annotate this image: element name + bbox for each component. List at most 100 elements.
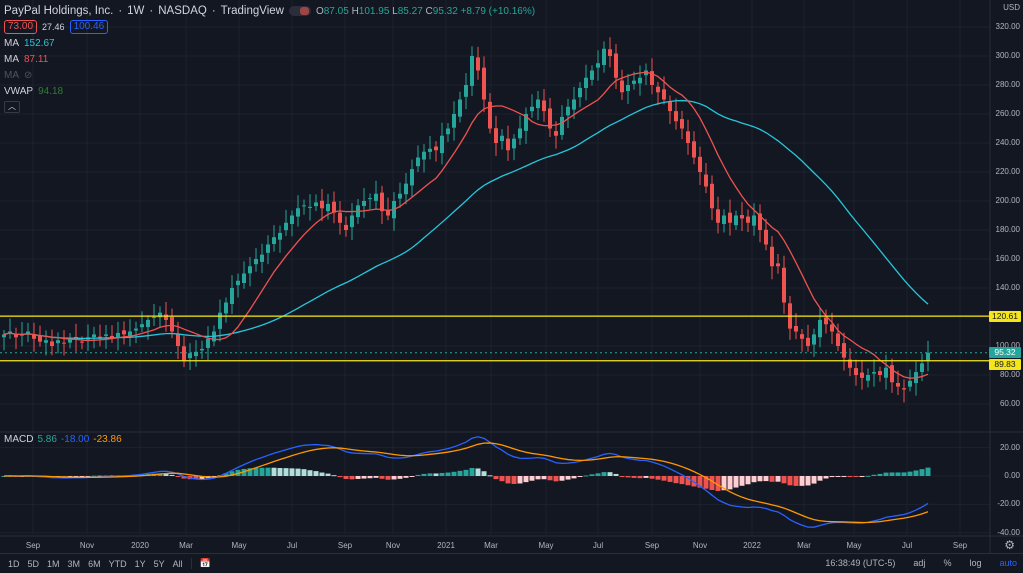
macd-histogram-bar <box>1 476 7 477</box>
candle-body <box>116 332 120 339</box>
candle-body <box>26 331 30 334</box>
range-6m[interactable]: 6M <box>88 558 101 569</box>
candle-body <box>878 371 882 375</box>
range-5y[interactable]: 5Y <box>153 558 165 569</box>
candle-body <box>572 99 576 110</box>
range-ytd[interactable]: YTD <box>108 558 127 569</box>
macd-histogram-bar <box>403 476 409 478</box>
macd-label[interactable]: MACD <box>4 434 34 445</box>
candle-body <box>752 215 756 226</box>
percent-toggle[interactable]: % <box>943 558 952 568</box>
price-tick: 280.00 <box>995 80 1020 89</box>
range-1m[interactable]: 1M <box>47 558 60 569</box>
price-tick: 300.00 <box>995 51 1020 60</box>
candle-body <box>266 244 270 253</box>
candle-body <box>734 215 738 226</box>
candle-body <box>344 224 348 230</box>
candle-body <box>140 324 144 328</box>
ma-value: 87.11 <box>24 53 49 65</box>
candle-body <box>824 317 828 325</box>
macd-histogram-bar <box>499 476 505 482</box>
macd-histogram-bar <box>835 476 841 477</box>
macd-histogram-bar <box>313 471 319 476</box>
candle-body <box>554 131 558 136</box>
macd-histogram-bar <box>277 468 283 476</box>
range-1d[interactable]: 1D <box>8 558 20 569</box>
candle-body <box>476 57 480 71</box>
candle-body <box>854 368 858 375</box>
log-toggle[interactable]: log <box>969 558 982 568</box>
candle-body <box>368 198 372 200</box>
macd-histogram-bar <box>463 469 469 476</box>
candle-body <box>758 213 762 230</box>
auto-toggle[interactable]: auto <box>999 558 1017 568</box>
candle-body <box>842 343 846 358</box>
bottom-toolbar: 1D 5D 1M 3M 6M YTD 1Y 5Y All 📅 16:38:49 … <box>0 553 1023 573</box>
time-tick: Sep <box>644 541 660 550</box>
candle-body <box>332 201 336 213</box>
price-tick: 200.00 <box>995 196 1020 205</box>
macd-histogram-bar <box>199 476 205 480</box>
candle-body <box>560 116 564 135</box>
candle-body <box>848 359 852 368</box>
adj-toggle[interactable]: adj <box>913 558 926 568</box>
spread: 27.46 <box>42 22 65 32</box>
sell-button[interactable]: 73.00 <box>4 20 38 34</box>
time-tick: May <box>538 541 554 550</box>
macd-histogram-bar <box>553 476 559 482</box>
buy-button[interactable]: 100.46 <box>69 20 109 34</box>
interval[interactable]: 1W <box>127 5 145 17</box>
trading-toggle[interactable] <box>288 6 311 16</box>
candle-body <box>890 365 894 383</box>
candle-body <box>404 183 408 195</box>
ma-label[interactable]: MA <box>4 37 19 49</box>
range-3m[interactable]: 3M <box>67 558 81 569</box>
range-1y[interactable]: 1Y <box>134 558 146 569</box>
macd-histogram-bar <box>229 471 235 476</box>
macd-legend: MACD 5.86 -18.00 -23.86 <box>4 434 122 445</box>
macd-tick: -20.00 <box>997 499 1020 509</box>
currency-label[interactable]: USD <box>1003 3 1020 12</box>
candle-body <box>674 111 678 122</box>
settings-gear-icon[interactable]: ⚙ <box>1004 538 1015 552</box>
candle-body <box>92 334 96 338</box>
hidden-eye-icon[interactable]: ⊘ <box>24 69 33 81</box>
candle-body <box>680 119 684 129</box>
macd-histogram-bar <box>775 476 781 482</box>
macd-histogram-bar <box>421 473 427 476</box>
clock[interactable]: 16:38:49 (UTC-5) <box>825 558 896 568</box>
macd-histogram-bar <box>211 476 217 477</box>
time-tick: 2021 <box>437 541 455 550</box>
candle-body <box>14 334 18 338</box>
macd-histogram-bar <box>343 476 349 479</box>
macd-histogram-bar <box>493 476 499 480</box>
macd-histogram-bar <box>439 472 445 476</box>
ma-label[interactable]: MA <box>4 53 19 65</box>
collapse-legend-button[interactable]: ︿ <box>4 101 20 113</box>
macd-histogram-bar <box>223 473 229 476</box>
macd-tick: 0.00 <box>1004 471 1020 480</box>
macd-histogram-bar <box>607 472 613 476</box>
macd-histogram-bar <box>379 476 385 479</box>
time-tick: May <box>231 541 247 550</box>
calendar-icon[interactable]: 📅 <box>190 558 211 569</box>
candle-body <box>920 363 924 372</box>
candle-body <box>464 85 468 97</box>
candle-body <box>728 212 732 223</box>
macd-histogram-bar <box>751 476 757 483</box>
macd-histogram-bar <box>853 476 859 477</box>
level-label-120[interactable]: 120.61 <box>989 311 1021 322</box>
macd-histogram-bar <box>721 476 727 491</box>
time-tick: Sep <box>337 541 353 550</box>
level-label-89[interactable]: 89.83 <box>989 359 1021 370</box>
range-all[interactable]: All <box>172 558 183 569</box>
macd-histogram-bar <box>79 476 85 477</box>
candle-body <box>860 372 864 378</box>
macd-histogram-bar <box>73 476 79 477</box>
macd-histogram-bar <box>475 468 481 476</box>
macd-histogram-bar <box>415 474 421 476</box>
vwap-label[interactable]: VWAP <box>4 85 34 97</box>
ma-label-hidden[interactable]: MA <box>4 69 19 81</box>
range-5d[interactable]: 5D <box>27 558 40 569</box>
